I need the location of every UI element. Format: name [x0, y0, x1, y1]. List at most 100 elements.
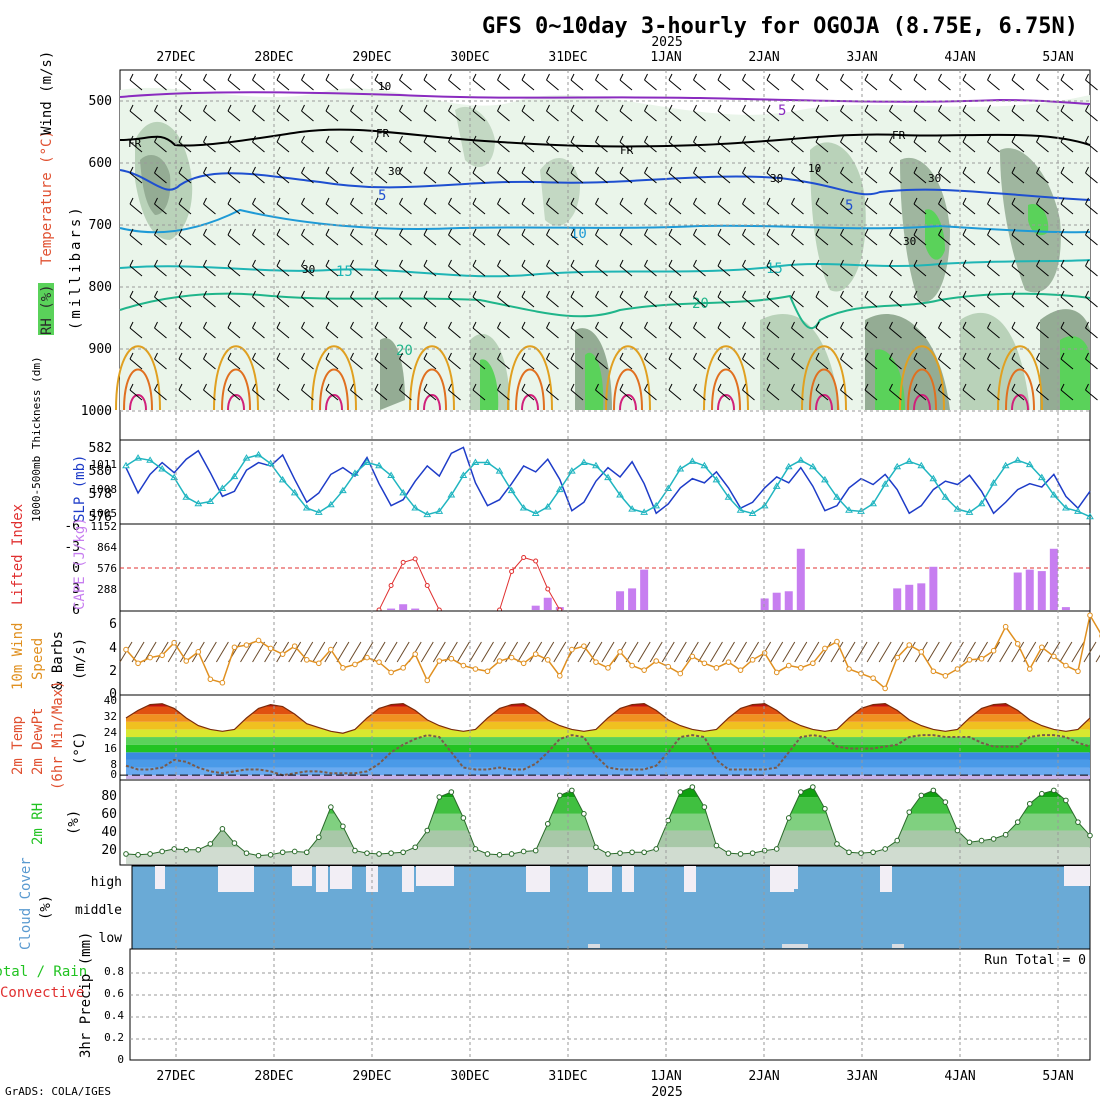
wind-barb	[472, 141, 486, 153]
rh2m-point	[508, 851, 515, 857]
rh2m-ylabel: 2m RH	[30, 803, 46, 845]
wind-barb	[546, 234, 559, 246]
wind-barb-flag	[693, 104, 697, 112]
wind-barb-flag	[546, 73, 550, 81]
wind-barb-flag	[1011, 290, 1016, 298]
thickness-point	[965, 508, 974, 515]
wind-barb-flag	[1036, 352, 1040, 360]
wind-barb	[840, 141, 853, 153]
wind-barb-flag	[497, 104, 501, 112]
wind-barb	[815, 234, 829, 246]
wind-point	[376, 659, 382, 665]
wind-barb	[374, 172, 388, 184]
wind-barb-flag	[619, 321, 624, 329]
wind-barb	[1060, 265, 1074, 277]
slp-tick-label: 1008	[91, 483, 118, 496]
wind-barb-flag	[399, 166, 403, 174]
wind-barb	[770, 641, 784, 663]
wind-barb	[766, 79, 780, 91]
wind-barb	[1085, 141, 1098, 153]
wind-barb	[742, 203, 755, 215]
wind-barb-flag	[742, 259, 746, 267]
wind-barb	[493, 641, 506, 663]
wind-barb-flag	[154, 383, 158, 391]
wind-barb-flag	[521, 197, 526, 205]
wind-barb-flag	[521, 73, 526, 81]
wind-barb-flag	[276, 104, 281, 112]
wind-barb-flag	[129, 73, 134, 81]
wind-barb-flag	[815, 166, 820, 174]
wind-barb-flag	[399, 259, 403, 267]
wind-barb	[864, 265, 878, 277]
wind-barb	[1011, 641, 1025, 663]
date-label-bottom: 3JAN	[846, 1069, 877, 1084]
wind-barb	[717, 327, 731, 339]
cape-tick-label: 864	[97, 541, 117, 554]
wind-barb	[570, 172, 584, 184]
temp-band	[126, 759, 1090, 768]
wind-barb	[546, 296, 559, 308]
wind-point	[1002, 623, 1009, 630]
wind-barb-flag	[889, 290, 893, 298]
wind-barb	[742, 358, 755, 370]
wind-barb	[423, 79, 437, 91]
wind-barb	[1085, 358, 1098, 370]
thickness-point	[628, 505, 636, 512]
rh2m-point	[1087, 832, 1093, 839]
wind-barb	[889, 389, 902, 401]
cloud-high-block	[526, 866, 550, 892]
wind-barb	[742, 234, 755, 246]
wind-barb-flag	[497, 166, 501, 174]
wind-point	[424, 677, 431, 684]
wind-barb-flag	[448, 197, 452, 205]
wind-barb	[1085, 265, 1098, 277]
wind-barb-flag	[742, 166, 746, 174]
wind-barb-flag	[717, 352, 722, 360]
date-axis-top: 27DEC 28DEC 29DEC 30DEC 31DEC 1JAN 2JAN 3JAN 4JA…	[156, 50, 1073, 65]
freezing-label: FR	[128, 137, 142, 150]
wind-barb	[252, 110, 265, 122]
wind-barb	[517, 641, 531, 663]
wind-barb-flag	[717, 104, 722, 112]
wind-barb-flag	[546, 228, 550, 236]
wind-barb	[203, 389, 216, 401]
wind-barb	[889, 296, 902, 308]
lifted-index-point	[388, 583, 394, 588]
thickness-point	[929, 474, 938, 482]
temp-band	[126, 729, 1090, 738]
wind-barb	[644, 358, 657, 370]
wind-barb-flag	[962, 383, 967, 391]
thickness-point	[676, 464, 685, 472]
wind-barb-flag	[1060, 259, 1065, 267]
wind-barb	[794, 641, 808, 663]
wind-barb	[625, 641, 639, 663]
wind-barb-flag	[619, 228, 624, 236]
rh2m-point	[1063, 797, 1069, 804]
wind-barb-flag	[913, 73, 918, 81]
wind-barb-flag	[350, 73, 354, 81]
isotherm-loop	[423, 394, 441, 411]
wind-barb	[374, 234, 388, 246]
date-label-bottom: 5JAN	[1042, 1069, 1073, 1084]
temp-band	[126, 737, 1090, 745]
wind-barb-flag	[472, 104, 477, 112]
wind-barb-flag	[815, 290, 820, 298]
wind-barb-flag	[1036, 73, 1040, 81]
wind-barb-flag	[203, 228, 207, 236]
wind-barb-flag	[840, 383, 844, 391]
rh2m-point	[388, 850, 394, 856]
wind-barb-flag	[1011, 259, 1016, 267]
wind-barb-flag	[129, 135, 134, 143]
wind-barb	[644, 265, 657, 277]
wind-barb	[791, 79, 804, 91]
wind-point	[1039, 644, 1045, 651]
wind-barb-flag	[350, 228, 354, 236]
wind-barb	[889, 79, 902, 91]
wind-barb	[1060, 79, 1074, 91]
wind-barb	[521, 265, 535, 277]
upper-ylabel-rh: RH (%)	[39, 284, 55, 335]
thickness-point	[760, 501, 769, 509]
wind-barb-flag	[595, 352, 599, 360]
wind-barb-flag	[227, 73, 232, 81]
wind-barb	[203, 296, 216, 308]
